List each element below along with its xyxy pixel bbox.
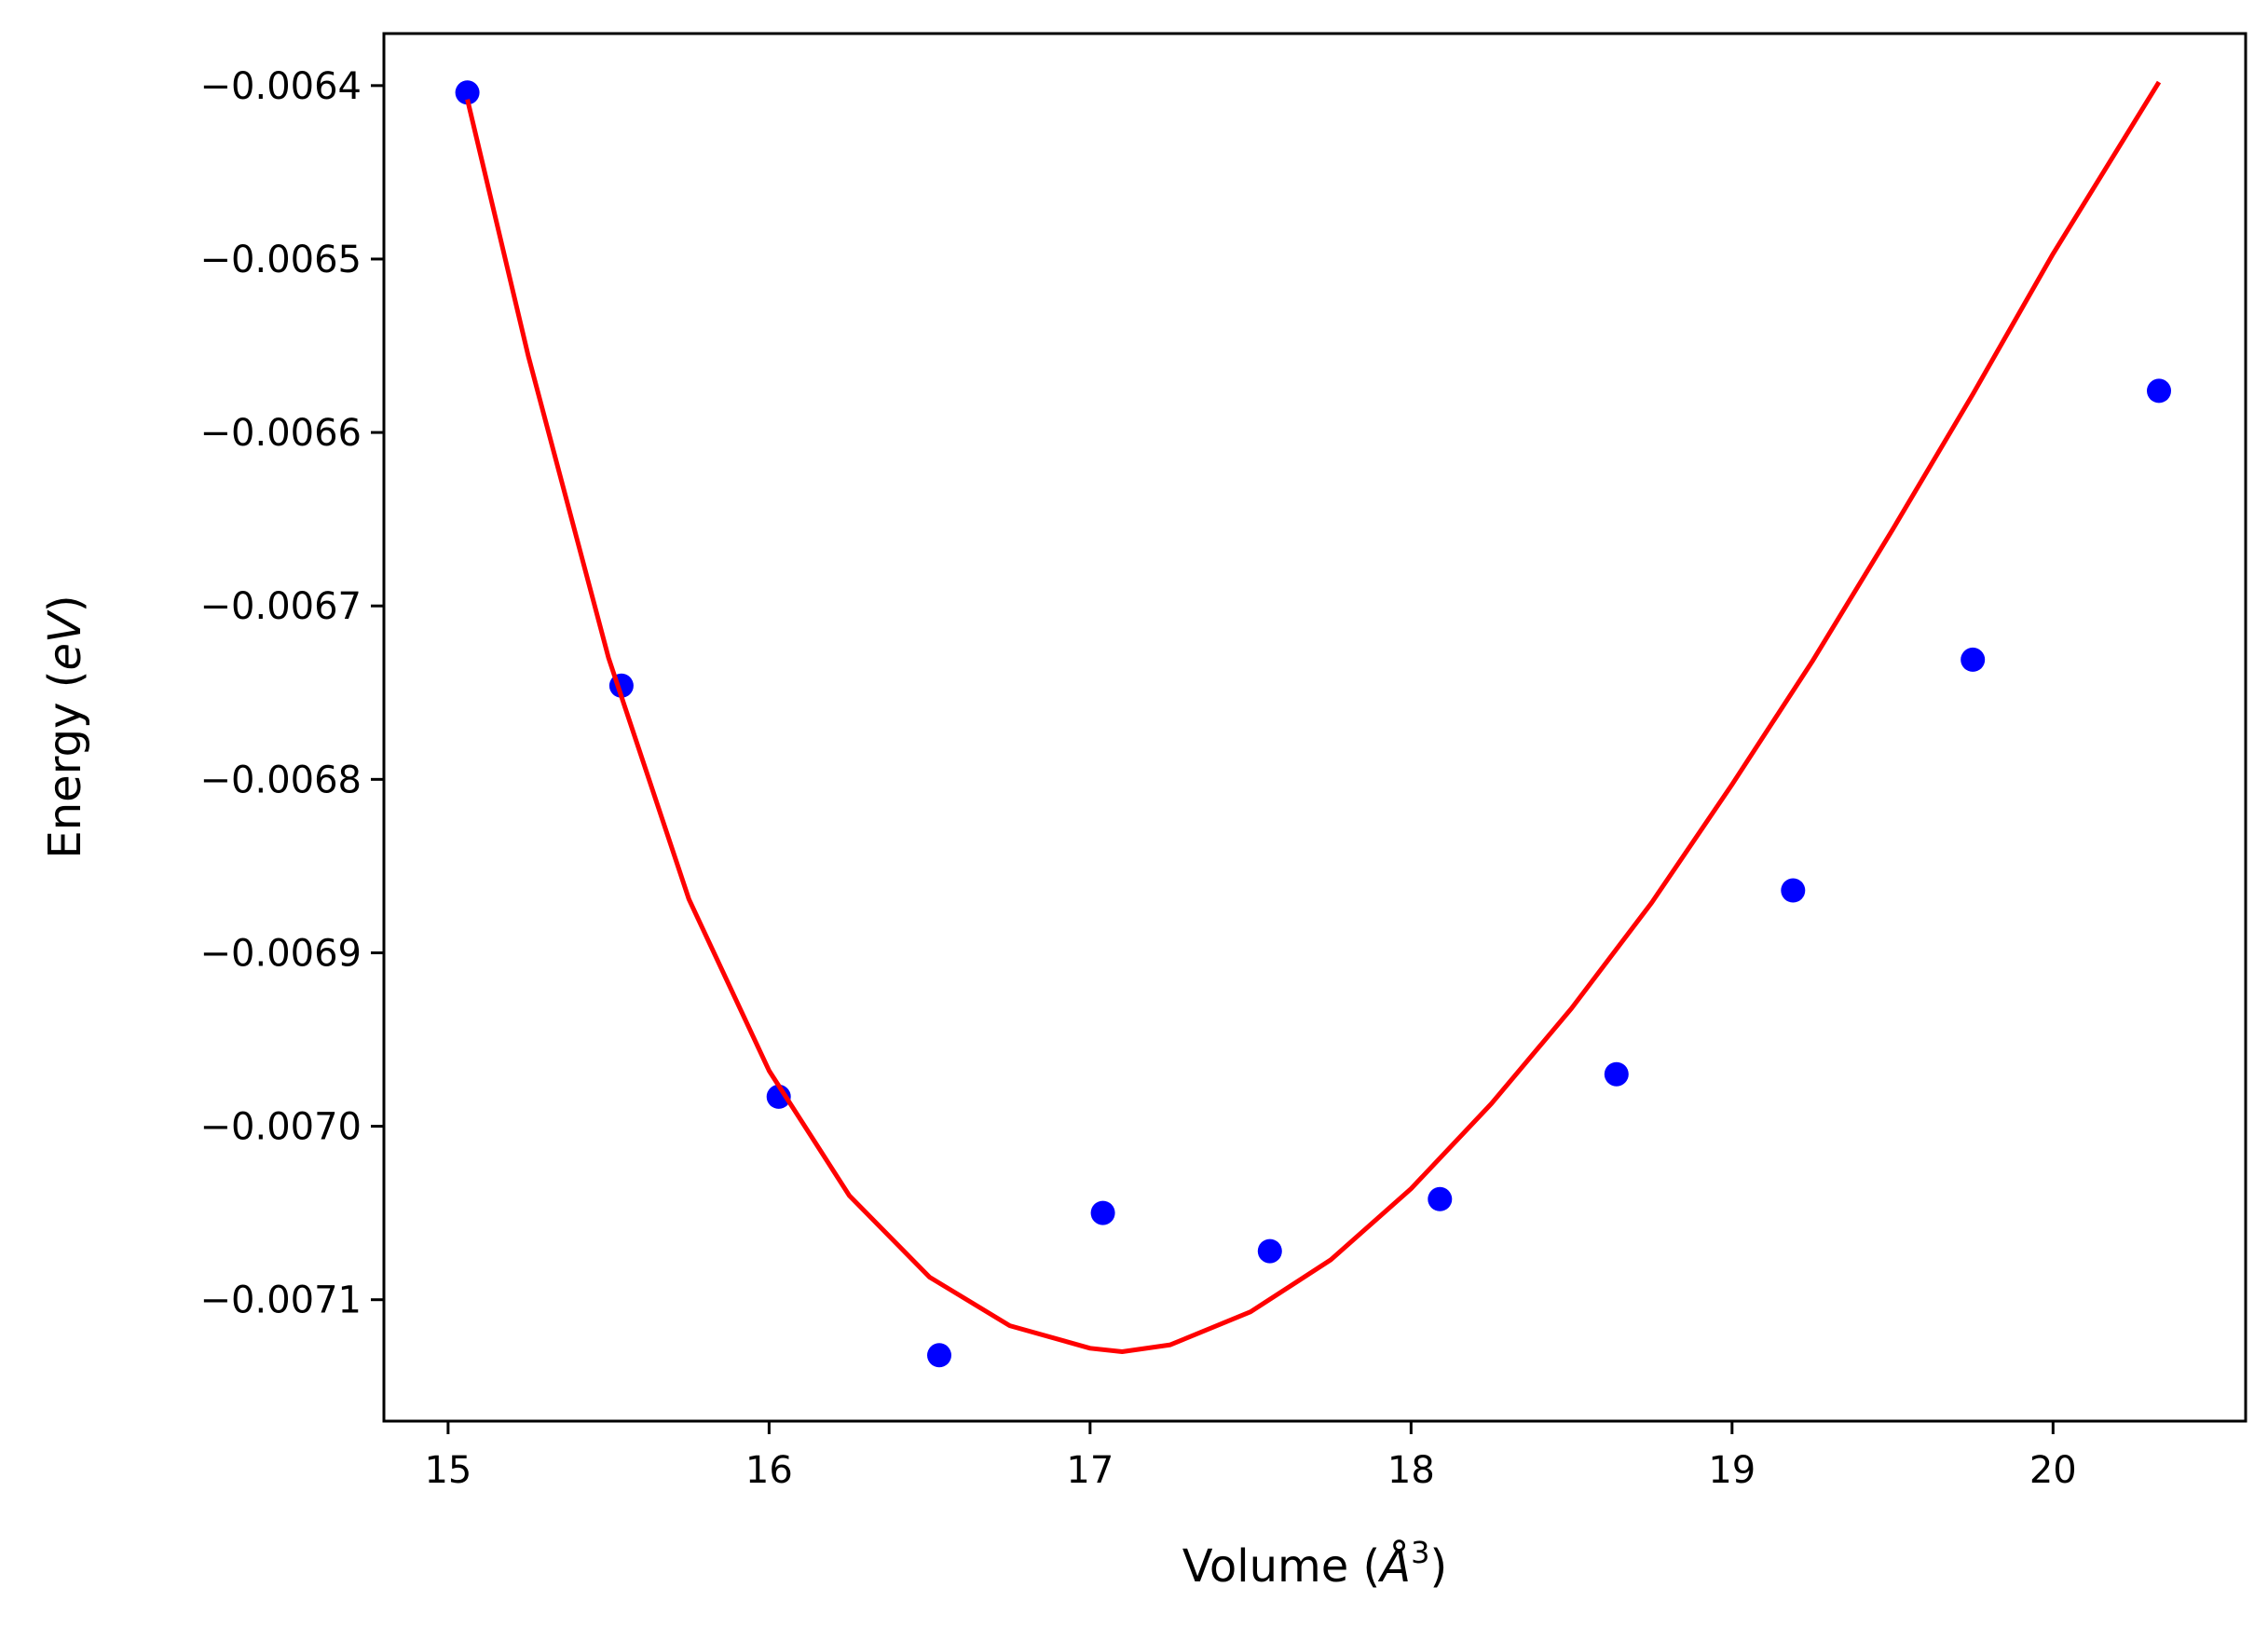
x-tick-label: 19 xyxy=(1708,1449,1756,1492)
plot-frame xyxy=(382,32,2248,1423)
x-tick-label: 20 xyxy=(2029,1449,2077,1492)
y-tick-label: −0.0064 xyxy=(200,65,362,108)
data-point-1 xyxy=(455,80,480,105)
y-axis-label-italic: eV xyxy=(39,609,91,671)
y-axis-label-prefix: Energy ( xyxy=(39,671,91,859)
data-point-9 xyxy=(1781,878,1806,903)
y-tick-label: −0.0071 xyxy=(200,1279,362,1322)
y-axis-label-suffix: ) xyxy=(39,595,91,612)
x-axis-label: Volume (Å3) xyxy=(1182,1535,1447,1593)
y-axis-label: Energy (eV) xyxy=(39,595,91,858)
x-tick-label: 16 xyxy=(745,1449,793,1492)
y-tick-label: −0.0069 xyxy=(200,932,362,975)
y-tick-label: −0.0068 xyxy=(200,759,362,801)
data-point-6 xyxy=(1257,1238,1282,1264)
x-tick-label: 17 xyxy=(1066,1449,1114,1492)
data-point-5 xyxy=(1090,1200,1115,1225)
fit-curve-line xyxy=(465,80,2162,1354)
y-ticks: −0.0064 −0.0065 −0.0066 −0.0067 −0.0068 −0.00… xyxy=(200,65,384,1322)
y-tick-label: −0.0067 xyxy=(200,585,362,628)
data-point-4 xyxy=(927,1343,951,1368)
data-point-7 xyxy=(1428,1186,1453,1211)
data-point-10 xyxy=(1961,647,1986,672)
x-axis-label-suffix: ) xyxy=(1429,1540,1447,1593)
series-layer xyxy=(455,80,2171,1368)
x-tick-label: 18 xyxy=(1387,1449,1435,1492)
x-axis-label-symbol: Å xyxy=(1377,1539,1411,1593)
x-ticks: 15 16 17 18 19 20 xyxy=(424,1421,2077,1492)
y-tick-label: −0.0066 xyxy=(200,412,362,455)
data-point-11 xyxy=(2147,378,2171,404)
data-point-8 xyxy=(1604,1061,1629,1087)
data-point-3 xyxy=(766,1084,791,1109)
y-tick-label: −0.0065 xyxy=(200,239,362,281)
y-tick-label: −0.0070 xyxy=(200,1106,362,1149)
x-tick-label: 15 xyxy=(424,1449,471,1492)
x-axis-label-superscript: 3 xyxy=(1411,1535,1429,1570)
x-axis-label-prefix: Volume ( xyxy=(1182,1540,1381,1593)
